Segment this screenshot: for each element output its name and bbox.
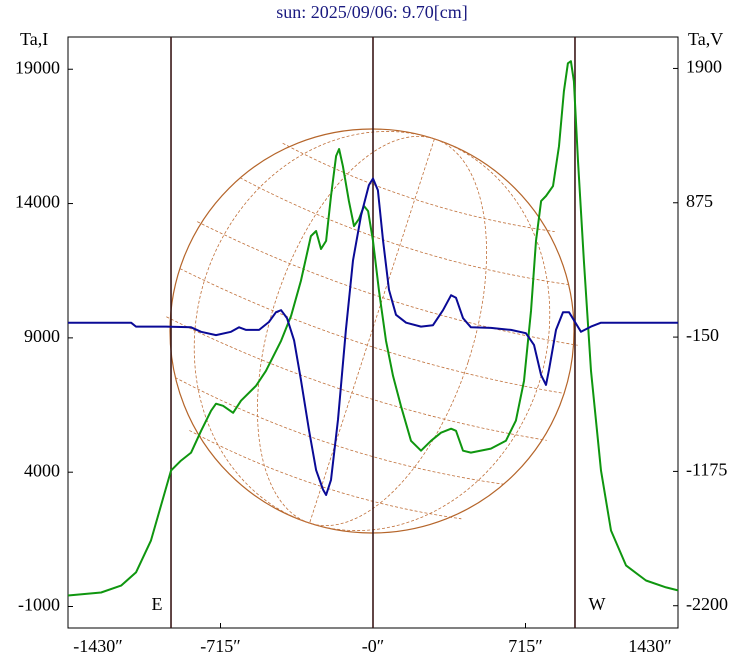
y2-tick-label: -150 <box>686 325 719 345</box>
y-tick-label: 14000 <box>15 192 60 212</box>
chart-title: sun: 2025/09/06: 9.70[cm] <box>276 2 468 22</box>
y-axis-label: Ta,I <box>20 29 48 49</box>
data-line <box>67 60 679 597</box>
x-tick-label: -0″ <box>362 636 385 656</box>
y2-tick-label: 1900 <box>686 57 722 77</box>
annotation: E <box>152 594 163 614</box>
x-tick-label: -1430″ <box>73 636 123 656</box>
y2-axis-label: Ta,V <box>688 29 723 49</box>
annotation: W <box>588 594 605 614</box>
y-tick-label: 4000 <box>24 460 60 480</box>
x-tick-label: 715″ <box>508 636 543 656</box>
y-tick-label: -1000 <box>18 595 60 615</box>
y-tick-label: 9000 <box>24 326 60 346</box>
x-tick-label: 1430″ <box>628 636 672 656</box>
y-tick-label: 19000 <box>15 57 60 77</box>
y2-tick-label: -1175 <box>686 460 727 480</box>
x-tick-label: -715″ <box>200 636 241 656</box>
sun-globe <box>166 128 578 534</box>
y2-tick-label: -2200 <box>686 594 728 614</box>
data-line <box>68 177 678 496</box>
y2-tick-label: 875 <box>686 191 713 211</box>
